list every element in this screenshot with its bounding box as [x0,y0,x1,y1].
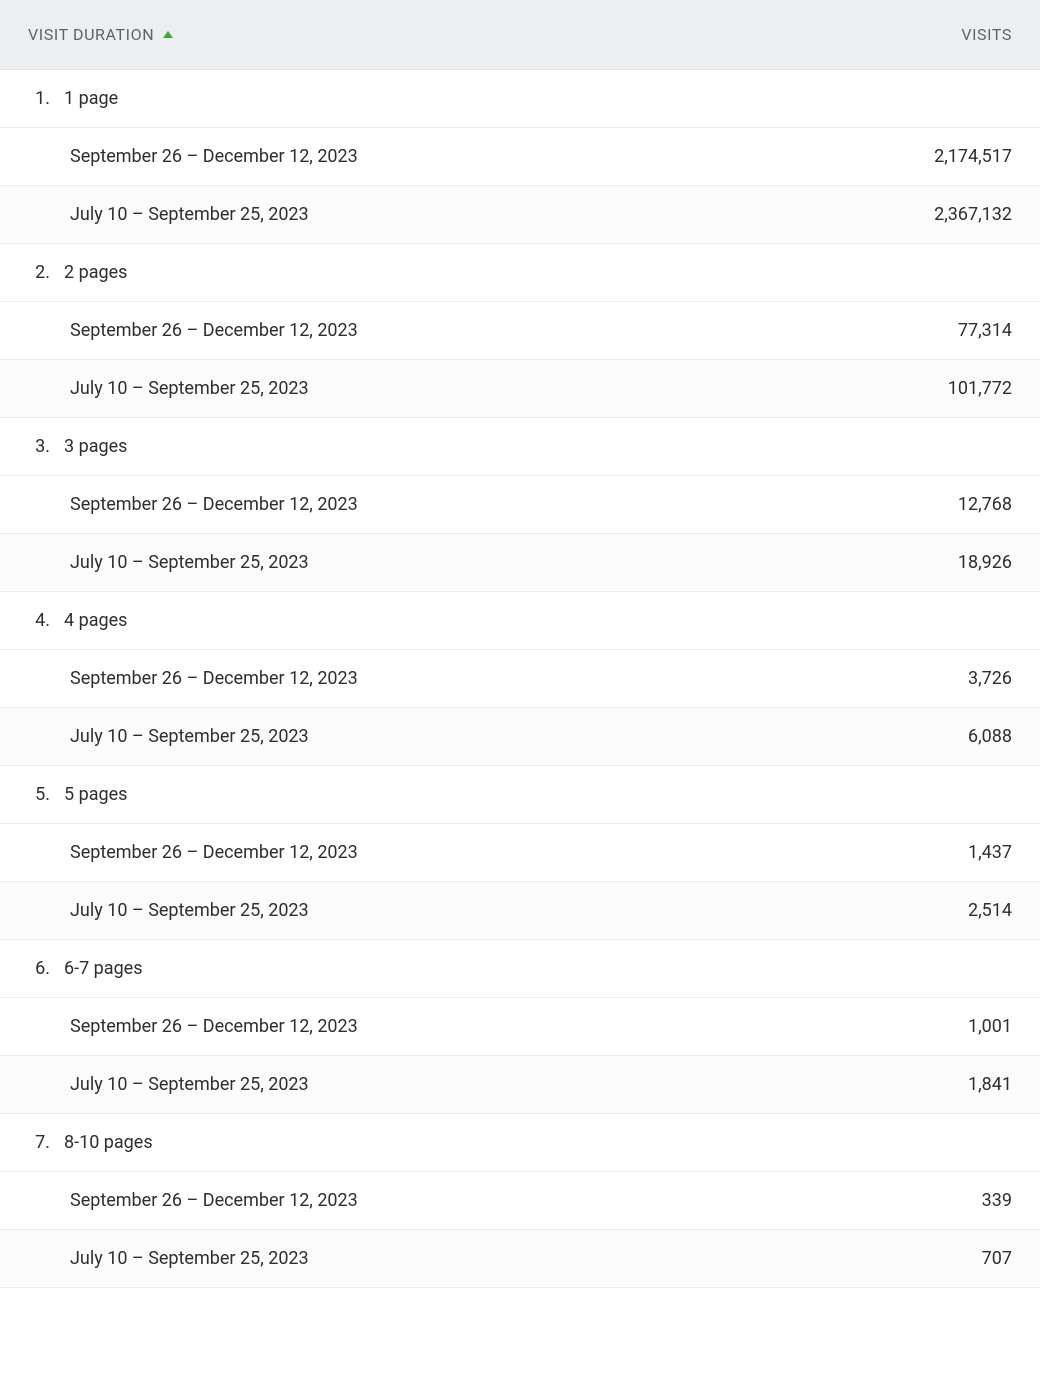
table-row[interactable]: September 26 – December 12, 2023 77,314 [0,302,1040,360]
table-row[interactable]: September 26 – December 12, 2023 339 [0,1172,1040,1230]
table-row[interactable]: July 10 – September 25, 2023 707 [0,1230,1040,1288]
visits-value: 18,926 [958,552,1012,573]
period-label: July 10 – September 25, 2023 [70,1248,309,1269]
group-index: 2. [28,262,50,283]
sort-column-label: VISIT DURATION [28,25,154,44]
visits-value: 339 [982,1190,1012,1211]
visits-value: 2,174,517 [934,146,1012,167]
group-label: 5 pages [64,784,127,805]
visits-value: 12,768 [958,494,1012,515]
table-row[interactable]: September 26 – December 12, 2023 1,437 [0,824,1040,882]
table-group-row[interactable]: 6. 6-7 pages [0,940,1040,998]
table-group-row[interactable]: 1. 1 page [0,70,1040,128]
period-label: July 10 – September 25, 2023 [70,552,309,573]
group-index: 7. [28,1132,50,1153]
period-label: July 10 – September 25, 2023 [70,900,309,921]
visits-value: 1,437 [968,842,1012,863]
period-label: September 26 – December 12, 2023 [70,494,358,515]
period-label: July 10 – September 25, 2023 [70,204,309,225]
table-row[interactable]: September 26 – December 12, 2023 3,726 [0,650,1040,708]
table-row[interactable]: July 10 – September 25, 2023 18,926 [0,534,1040,592]
table-body: 1. 1 page September 26 – December 12, 2023… [0,70,1040,1288]
visits-value: 2,367,132 [934,204,1012,225]
visits-value: 1,001 [968,1016,1012,1037]
group-label: 8-10 pages [64,1132,153,1153]
group-label: 4 pages [64,610,127,631]
period-label: September 26 – December 12, 2023 [70,1190,358,1211]
period-label: September 26 – December 12, 2023 [70,842,358,863]
sort-ascending-icon [162,29,174,41]
sort-column-header[interactable]: VISIT DURATION [28,25,174,44]
visits-value: 707 [982,1248,1012,1269]
group-index: 4. [28,610,50,631]
table-row[interactable]: September 26 – December 12, 2023 1,001 [0,998,1040,1056]
table-row[interactable]: July 10 – September 25, 2023 101,772 [0,360,1040,418]
period-label: July 10 – September 25, 2023 [70,1074,309,1095]
visit-duration-report: VISIT DURATION VISITS 1. 1 page September … [0,0,1040,1288]
group-label: 1 page [64,88,118,109]
table-row[interactable]: September 26 – December 12, 2023 2,174,51… [0,128,1040,186]
table-row[interactable]: September 26 – December 12, 2023 12,768 [0,476,1040,534]
group-index: 1. [28,88,50,109]
table-group-row[interactable]: 7. 8-10 pages [0,1114,1040,1172]
visits-value: 1,841 [968,1074,1012,1095]
group-index: 6. [28,958,50,979]
period-label: July 10 – September 25, 2023 [70,726,309,747]
table-group-row[interactable]: 3. 3 pages [0,418,1040,476]
table-group-row[interactable]: 4. 4 pages [0,592,1040,650]
period-label: September 26 – December 12, 2023 [70,146,358,167]
period-label: July 10 – September 25, 2023 [70,378,309,399]
period-label: September 26 – December 12, 2023 [70,1016,358,1037]
group-label: 6-7 pages [64,958,143,979]
table-row[interactable]: July 10 – September 25, 2023 2,367,132 [0,186,1040,244]
group-index: 5. [28,784,50,805]
visits-value: 2,514 [968,900,1012,921]
table-row[interactable]: July 10 – September 25, 2023 2,514 [0,882,1040,940]
visits-value: 6,088 [968,726,1012,747]
visits-value: 3,726 [968,668,1012,689]
table-row[interactable]: July 10 – September 25, 2023 1,841 [0,1056,1040,1114]
period-label: September 26 – December 12, 2023 [70,668,358,689]
visits-value: 77,314 [958,320,1012,341]
visits-column-header[interactable]: VISITS [961,25,1012,44]
period-label: September 26 – December 12, 2023 [70,320,358,341]
table-row[interactable]: July 10 – September 25, 2023 6,088 [0,708,1040,766]
visits-column-label: VISITS [961,25,1012,44]
table-group-row[interactable]: 5. 5 pages [0,766,1040,824]
group-label: 2 pages [64,262,127,283]
visits-value: 101,772 [948,378,1012,399]
group-index: 3. [28,436,50,457]
table-group-row[interactable]: 2. 2 pages [0,244,1040,302]
table-header: VISIT DURATION VISITS [0,0,1040,70]
group-label: 3 pages [64,436,127,457]
